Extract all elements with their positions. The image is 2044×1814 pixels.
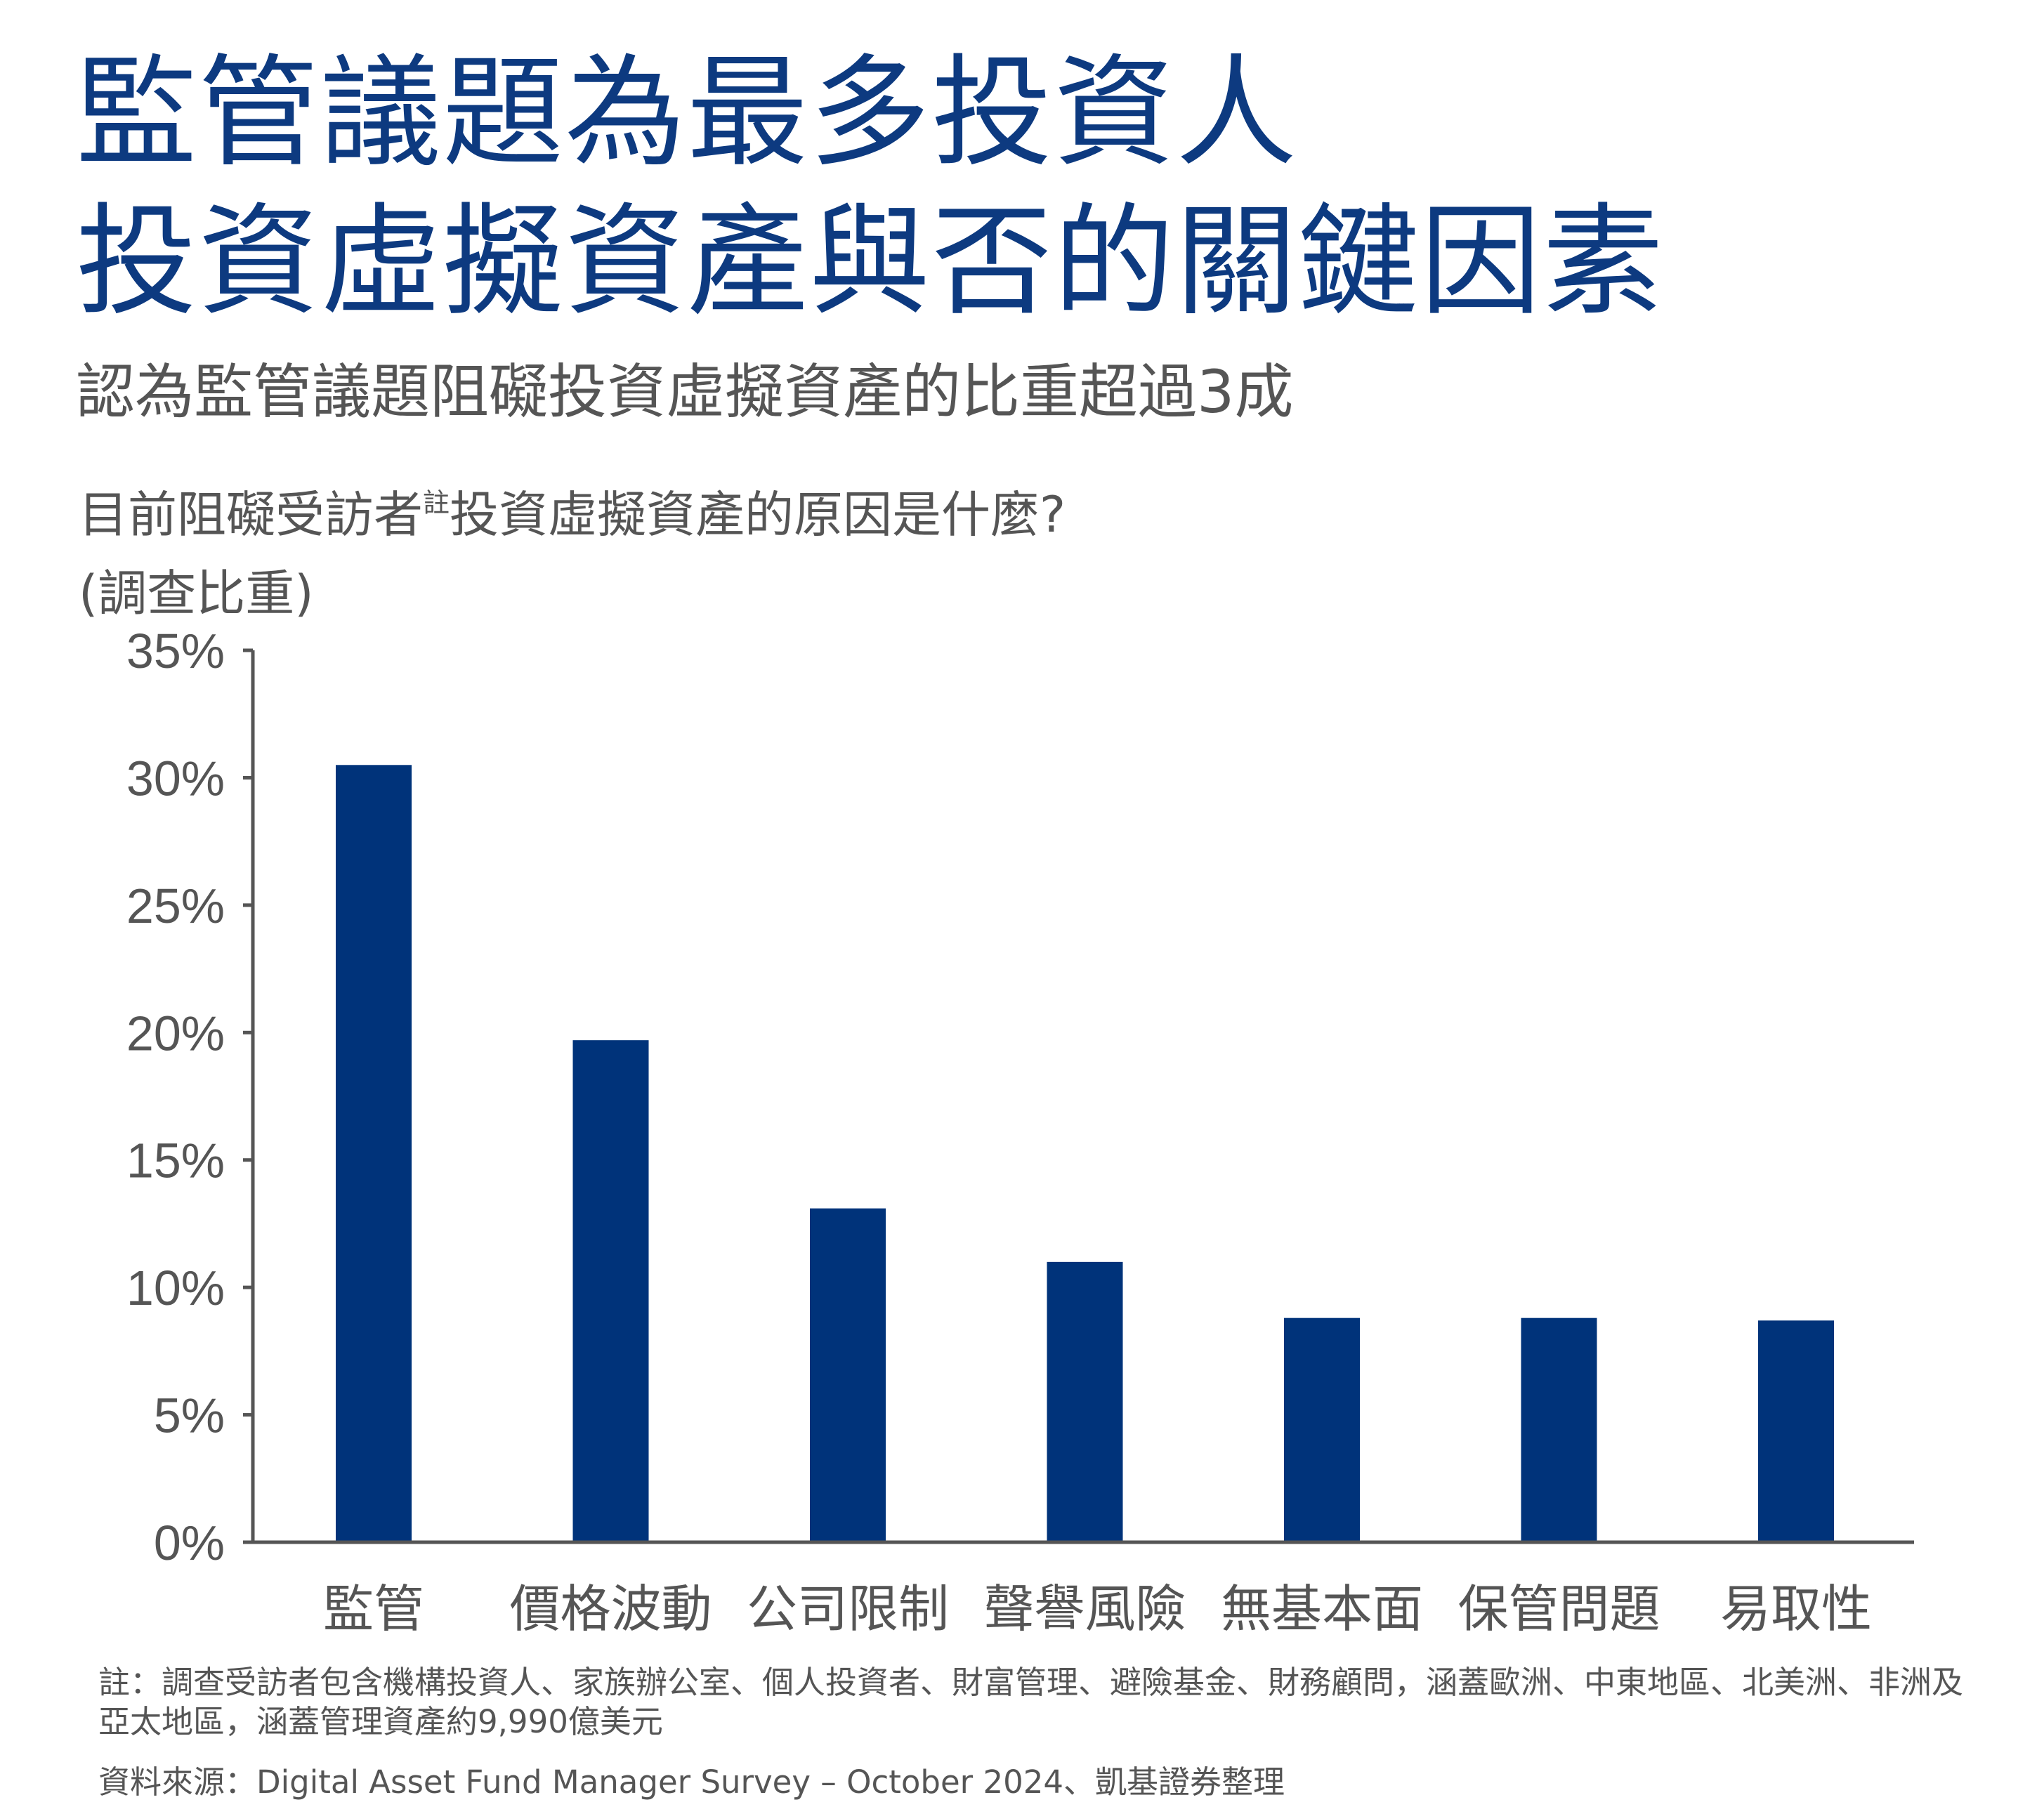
chart-question: 目前阻礙受訪者註投資虛擬資產的原因是什麼? bbox=[79, 483, 1066, 546]
y-tick-label: 30% bbox=[126, 751, 225, 806]
note-marker: 註 bbox=[423, 487, 450, 518]
y-tick-label: 35% bbox=[126, 624, 225, 678]
bar bbox=[1284, 1317, 1360, 1542]
y-tick-label: 0% bbox=[154, 1516, 225, 1570]
title-line-2: 投資虛擬資產與否的關鍵因素 bbox=[76, 191, 1665, 332]
x-category-label: 聲譽風險 bbox=[983, 1579, 1186, 1638]
x-category-label: 公司限制 bbox=[747, 1579, 949, 1638]
x-category-label: 監管 bbox=[323, 1579, 424, 1638]
x-category-label: 無基本面 bbox=[1221, 1579, 1423, 1638]
bar bbox=[810, 1208, 886, 1542]
bar bbox=[1758, 1320, 1834, 1542]
footnote: 註：調查受訪者包含機構投資人、家族辦公室、個人投資者、財富管理、避險基金、財務顧… bbox=[98, 1664, 1964, 1740]
y-tick-label: 15% bbox=[126, 1133, 225, 1188]
y-tick-label: 5% bbox=[154, 1388, 225, 1443]
page-title: 監管議題為最多投資人 投資虛擬資產與否的關鍵因素 bbox=[76, 39, 1665, 336]
bar bbox=[1047, 1261, 1123, 1542]
unit-label: (調查比重) bbox=[79, 565, 314, 622]
y-axis-ticks: 0% 5% 10% 15% 20% 25% 30% 35% bbox=[126, 624, 253, 1570]
bars-group bbox=[336, 765, 1834, 1542]
x-axis-labels: 監管 價格波動 公司限制 聲譽風險 無基本面 保管問題 易取性 bbox=[323, 1579, 1872, 1638]
y-tick-label: 25% bbox=[126, 879, 225, 933]
x-category-label: 價格波動 bbox=[509, 1579, 712, 1638]
subtitle: 認為監管議題阻礙投資虛擬資產的比重超過3成 bbox=[76, 357, 1294, 426]
x-category-label: 易取性 bbox=[1720, 1579, 1872, 1638]
x-category-label: 保管問題 bbox=[1457, 1579, 1660, 1638]
y-tick-label: 10% bbox=[126, 1261, 225, 1315]
title-line-1: 監管議題為最多投資人 bbox=[76, 42, 1298, 183]
bar bbox=[1521, 1317, 1597, 1542]
y-tick-label: 20% bbox=[126, 1006, 225, 1060]
bar bbox=[572, 1040, 649, 1542]
question-prefix: 目前阻礙受訪者 bbox=[79, 486, 423, 544]
bar bbox=[336, 765, 412, 1542]
bar-chart: 0% 5% 10% 15% 20% 25% 30% 35% 監管 價格波動 公司限制 聲譽風險 無基本… bbox=[126, 624, 1914, 1638]
question-suffix: 投資虛擬資產的原因是什麼? bbox=[450, 486, 1066, 544]
source-note: 資料來源：Digital Asset Fund Manager Survey –… bbox=[98, 1763, 1285, 1801]
